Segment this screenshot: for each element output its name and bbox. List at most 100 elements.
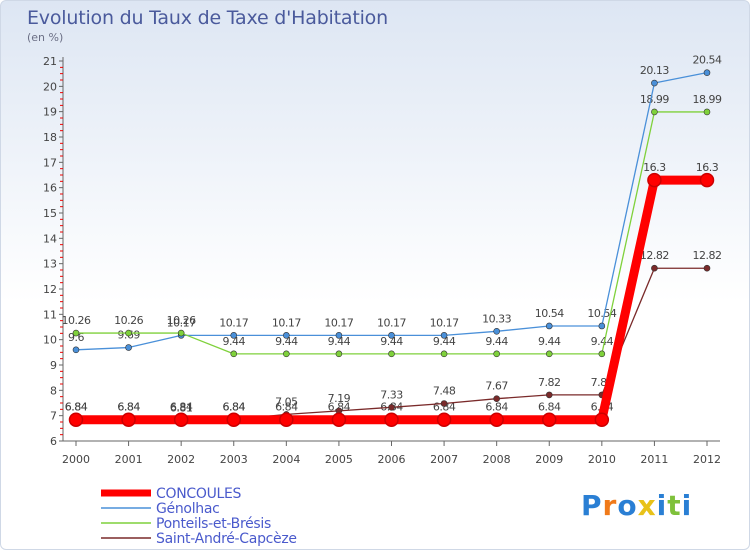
x-tick-label: 2005 (325, 453, 353, 466)
data-label: 20.54 (693, 54, 722, 67)
data-point (121, 412, 136, 427)
data-label: 6.84 (170, 401, 193, 414)
data-label: 10.33 (482, 312, 511, 325)
data-point (651, 264, 658, 272)
data-label: 18.99 (693, 93, 722, 106)
data-point (283, 350, 290, 358)
x-tick-label: 2006 (378, 453, 406, 466)
y-tick-label: 15 (43, 207, 57, 220)
y-tick-label: 11 (43, 308, 57, 321)
data-label: 6.84 (538, 401, 561, 414)
logo-letter: o (617, 489, 638, 522)
data-label: 6.84 (65, 401, 88, 414)
data-point (489, 412, 504, 427)
data-label: 10.26 (167, 314, 196, 327)
data-point (388, 404, 395, 411)
y-tick-label: 21 (43, 55, 57, 68)
y-tick-label: 18 (43, 131, 57, 144)
data-point (545, 391, 553, 399)
data-point (283, 332, 290, 339)
x-tick-label: 2004 (272, 453, 300, 466)
data-point (384, 412, 399, 427)
data-point (703, 264, 711, 272)
data-point (545, 350, 553, 358)
y-tick-label: 17 (43, 156, 57, 169)
data-label: 10.17 (167, 316, 196, 329)
data-point (125, 344, 132, 351)
logo-letter: i (681, 489, 693, 522)
x-tick-label: 2011 (640, 453, 668, 466)
data-point (703, 69, 711, 76)
x-tick-label: 2001 (115, 453, 143, 466)
data-label: 10.17 (377, 316, 406, 329)
data-label: 7.48 (433, 385, 456, 398)
proxiti-logo: Proxiti (581, 489, 692, 522)
data-point (68, 412, 84, 427)
y-tick-label: 19 (43, 106, 57, 119)
x-tick-label: 2000 (62, 453, 90, 466)
data-point (493, 328, 500, 335)
data-label: 18.99 (640, 93, 669, 106)
data-point (440, 350, 448, 358)
data-label: 10.17 (430, 316, 459, 329)
legend-label: Saint-André-Capcèze (156, 531, 297, 547)
x-tick-label: 2008 (483, 453, 511, 466)
series-lines (68, 69, 715, 427)
data-label: 10.26 (62, 314, 91, 327)
data-point (440, 400, 448, 407)
data-label: 6.84 (223, 401, 246, 414)
data-label: 6.84 (223, 401, 246, 414)
chart-subtitle: (en %) (27, 31, 64, 44)
data-label: 6.84 (117, 401, 140, 414)
x-tick-label: 2002 (167, 453, 195, 466)
data-point (388, 332, 395, 339)
data-label: 6.81 (170, 401, 193, 414)
logo-letter: x (637, 489, 657, 522)
data-point (647, 172, 662, 188)
data-label: 16.3 (643, 161, 666, 174)
data-point (651, 79, 658, 87)
x-tick-label: 2007 (430, 453, 458, 466)
data-label: 9.44 (538, 335, 561, 348)
data-label: 6.84 (275, 401, 298, 414)
y-tick-label: 7 (50, 410, 57, 423)
data-point (436, 412, 452, 427)
y-tick-label: 9 (50, 359, 57, 372)
data-label: 7.19 (328, 392, 351, 405)
data-point (226, 412, 241, 427)
data-label: 20.13 (640, 64, 669, 77)
data-point (335, 332, 343, 339)
y-tick-label: 13 (43, 258, 57, 271)
data-point (388, 350, 395, 358)
legend-label: Ponteils-et-Brésis (156, 516, 271, 532)
data-point (703, 108, 711, 116)
data-point (493, 350, 500, 358)
data-point (493, 395, 500, 402)
data-label: 7.82 (538, 376, 561, 389)
data-label: 6.84 (485, 401, 508, 414)
logo-letter: i (656, 489, 668, 522)
data-label: 16.3 (696, 161, 719, 174)
data-labels: 6.84 6.84 6.84 6.84 6.84 6.84 6.84 6.84 6.84 6.84… (62, 54, 723, 415)
data-label: 9.44 (223, 335, 246, 348)
data-label: 12.82 (693, 249, 722, 262)
data-label: 10.26 (114, 314, 143, 327)
data-point (230, 350, 238, 358)
data-label: 10.54 (535, 307, 564, 320)
logo-letter: r (602, 489, 618, 522)
legend: CONCOULESGénolhacPonteils-et-BrésisSaint… (101, 486, 297, 547)
logo-letter: t (667, 489, 682, 522)
y-tick-label: 6 (50, 435, 57, 448)
data-point (173, 412, 189, 427)
data-point (598, 350, 606, 358)
data-point (125, 329, 132, 337)
data-label: 9.44 (433, 335, 456, 348)
data-label: 9.6 (68, 331, 84, 344)
data-label: 10.17 (324, 316, 353, 329)
data-label: 10.17 (219, 316, 248, 329)
data-label: 7.33 (380, 388, 403, 401)
logo-letter: P (581, 489, 603, 522)
data-label: 9.44 (380, 335, 403, 348)
data-point (440, 332, 448, 339)
